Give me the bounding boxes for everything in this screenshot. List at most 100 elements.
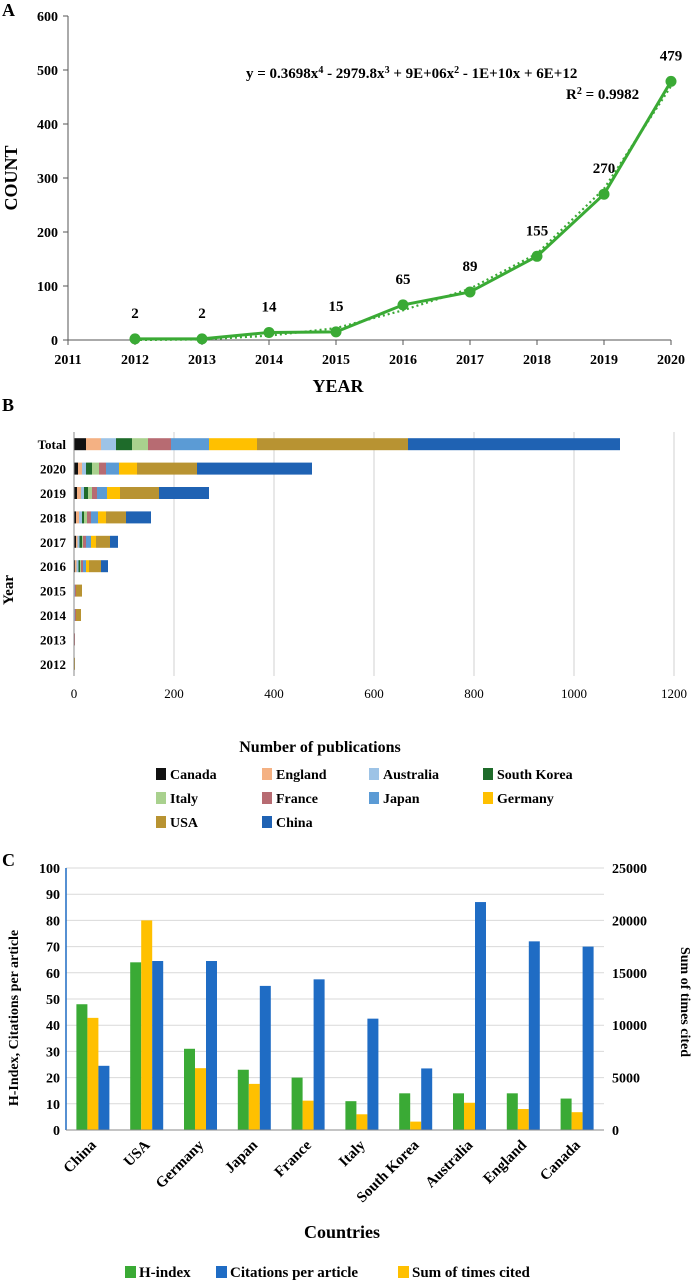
x-tick-label: 2016 <box>389 353 417 368</box>
bar <box>302 1100 314 1130</box>
y-category-label: 2016 <box>40 559 67 574</box>
x-tick-label: 2015 <box>322 353 350 368</box>
legend-label: France <box>276 792 318 807</box>
y-tick-label: 300 <box>37 172 58 187</box>
bar-segment <box>82 511 84 524</box>
panel-a-label: A <box>2 0 15 20</box>
equation-exponent: 3 <box>385 65 390 76</box>
legend-label: H-index <box>139 1265 191 1281</box>
legend-swatch <box>262 816 272 828</box>
panel-c-grouped-bar-chart: C 0 10 20 30 40 50 60 70 80 90 100 0 5000 10000 15000 2… <box>2 850 692 1281</box>
legend-label: Italy <box>170 792 198 807</box>
right-y-tick-label: 20000 <box>612 914 647 929</box>
bar-segment <box>79 511 82 524</box>
bar <box>291 1077 303 1130</box>
legend-swatch <box>156 816 166 828</box>
y-category-label: 2014 <box>40 608 67 623</box>
x-category-label: USA <box>121 1137 154 1170</box>
bar-segment <box>74 462 78 475</box>
bar-segment <box>126 511 151 524</box>
bar-segment <box>209 438 257 451</box>
data-point <box>397 299 409 311</box>
bar <box>571 1112 583 1130</box>
data-label: 15 <box>329 299 344 315</box>
bar-segment <box>76 535 78 548</box>
legend-swatch <box>398 1266 409 1278</box>
x-category-label: England <box>480 1137 530 1187</box>
right-y-axis-title: Sum of times cited <box>677 947 692 1057</box>
bar-segment <box>89 560 101 573</box>
x-tick-label: 2017 <box>456 353 484 368</box>
bar <box>313 979 325 1130</box>
data-label: 14 <box>262 299 278 315</box>
data-label: 89 <box>463 259 478 275</box>
legend: H-index Citations per article Sum of times… <box>125 1265 531 1281</box>
r2-text: = 0.9982 <box>582 87 639 103</box>
data-label: 2 <box>131 306 139 322</box>
equation-exponent: 2 <box>454 65 459 76</box>
data-point <box>263 326 275 338</box>
bar <box>98 1065 110 1130</box>
bar-segment <box>77 487 81 499</box>
bar <box>130 962 142 1130</box>
legend-swatch <box>262 792 272 804</box>
bar-segment <box>197 462 312 475</box>
left-y-tick-label: 30 <box>46 1045 60 1060</box>
bar-segment <box>77 535 80 548</box>
legend-label: England <box>276 768 327 783</box>
left-y-tick-label: 20 <box>46 1072 60 1087</box>
x-tick-label: 1000 <box>561 686 587 701</box>
y-tick-label: 600 <box>37 10 58 25</box>
right-y-tick-label: 5000 <box>612 1072 640 1087</box>
legend-label: USA <box>170 816 199 831</box>
bar <box>356 1114 368 1130</box>
y-category-label: 2018 <box>40 510 67 525</box>
legend-label: Australia <box>383 768 439 783</box>
data-point <box>531 250 543 262</box>
bar-segment <box>74 535 76 548</box>
y-tick-label: 100 <box>37 280 58 295</box>
right-y-tick-label: 0 <box>612 1124 619 1139</box>
bar-segment <box>106 511 126 524</box>
bar-segment <box>80 560 81 573</box>
legend-label: South Korea <box>497 768 573 783</box>
bar-segment <box>110 535 118 548</box>
bar <box>410 1121 422 1130</box>
legend-label: Citations per article <box>230 1265 358 1281</box>
y-category-label: Total <box>38 437 67 452</box>
bar-segment <box>86 462 92 475</box>
y-tick-label: 400 <box>37 118 58 133</box>
y-category-label: 2020 <box>40 462 66 477</box>
y-axis-title: Year <box>1 575 17 605</box>
bar-segment <box>92 462 99 475</box>
right-y-tick-label: 15000 <box>612 967 647 982</box>
bar-segment <box>78 560 80 573</box>
bar <box>421 1068 433 1130</box>
bar <box>367 1018 379 1130</box>
x-tick-label: 1200 <box>661 686 687 701</box>
bar-segment <box>82 462 86 475</box>
bar <box>141 920 153 1130</box>
legend: Canada England Australia South Korea Italy Fr… <box>156 768 573 831</box>
panel-a-line-chart: A 0 100 200 300 400 500 600 2011 2012 2013 2014 201… <box>1 0 685 396</box>
right-y-tick-label: 25000 <box>612 862 647 877</box>
x-axis-title: Countries <box>304 1222 380 1242</box>
bar-segment <box>257 438 408 451</box>
bar-segment <box>75 584 76 597</box>
x-tick-label: 2012 <box>121 353 149 368</box>
x-tick-label: 2013 <box>188 353 216 368</box>
bar-segment <box>408 438 620 451</box>
equation-text: + 9E+06x <box>390 66 455 82</box>
equation-text: - 1E+10x + 6E+12 <box>459 66 577 82</box>
bar-segment <box>86 560 89 573</box>
bar-segment <box>76 609 81 621</box>
trendline-equation: y = 0.3698x4 - 2979.8x3 + 9E+06x2 - 1E+1… <box>246 65 577 83</box>
y-category-label: 2017 <box>40 535 67 550</box>
bar-segment <box>83 535 86 548</box>
legend-swatch <box>262 768 272 780</box>
bar-segment <box>86 535 91 548</box>
bar <box>528 941 540 1130</box>
bar-segment <box>87 511 91 524</box>
r2-text: R <box>566 87 577 103</box>
legend-label: Sum of times cited <box>412 1265 531 1281</box>
